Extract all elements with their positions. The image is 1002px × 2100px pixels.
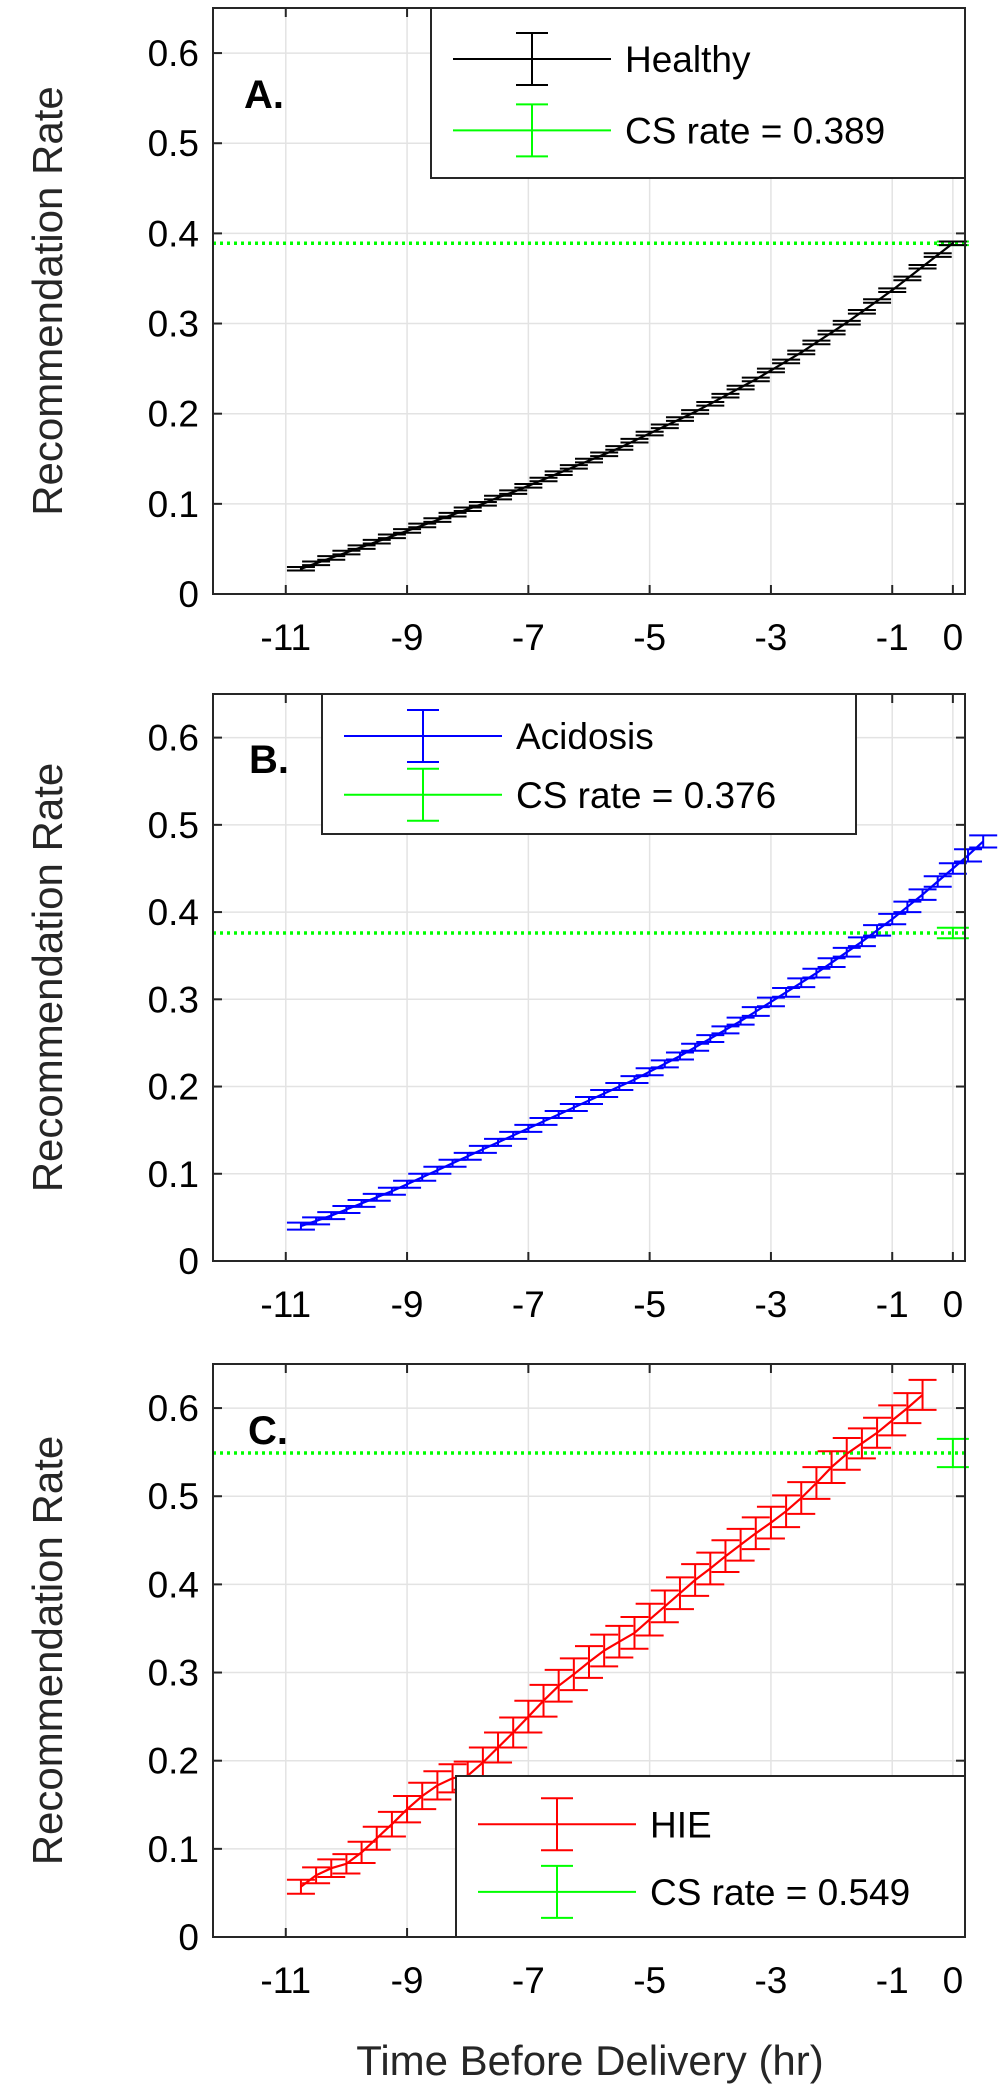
series-line-healthy <box>300 242 954 570</box>
y-tick-label: 0.1 <box>148 1829 199 1870</box>
x-tick-label: -11 <box>260 617 311 658</box>
y-tick-label: 0.2 <box>148 1741 199 1782</box>
x-tick-label: -1 <box>876 617 909 658</box>
y-tick-label: 0.6 <box>148 718 199 759</box>
y-tick-label: 0 <box>178 574 199 615</box>
legend-box <box>430 7 966 179</box>
y-axis-label: Recommendation Rate <box>24 763 71 1193</box>
y-axis-label: Recommendation Rate <box>24 1436 71 1866</box>
series-line-acidosis <box>300 840 984 1228</box>
y-tick-label: 0.3 <box>148 304 199 345</box>
y-tick-label: 0.5 <box>148 805 199 846</box>
panel-letter: A. <box>244 73 284 117</box>
y-tick-label: 0.3 <box>148 1653 199 1694</box>
x-axis-label: Time Before Delivery (hr) <box>356 2037 824 2084</box>
x-tick-label: -3 <box>754 617 787 658</box>
x-tick-label: -1 <box>876 1284 909 1325</box>
y-tick-label: 0.2 <box>148 394 199 435</box>
panels: -11 -9 -7 -5 -3 -1 0 0 0.1 0.2 0.3 0.4 0.5 0.6 Recomme… <box>24 7 998 2001</box>
legend-label: CS rate = 0.376 <box>516 775 776 816</box>
x-tick-label: -5 <box>633 617 666 658</box>
x-tick-label: -7 <box>512 1284 545 1325</box>
y-tick-label: 0.6 <box>148 1388 199 1429</box>
x-tick-label: -5 <box>633 1960 666 2001</box>
x-tick-label: -7 <box>512 617 545 658</box>
y-tick-label: 0.5 <box>148 123 199 164</box>
legend: HIE CS rate = 0.549 <box>455 1775 966 1938</box>
y-tick-label: 0.1 <box>148 484 199 525</box>
y-tick-label: 0 <box>178 1917 199 1958</box>
x-tick-label: -3 <box>754 1960 787 2001</box>
x-tick-label: 0 <box>943 1284 964 1325</box>
x-tick-label: -9 <box>391 1284 424 1325</box>
legend: Healthy CS rate = 0.389 <box>430 7 966 179</box>
x-tick-label: -11 <box>260 1960 311 2001</box>
y-tick-label: 0.4 <box>148 892 199 933</box>
y-tick-label: 0.2 <box>148 1067 199 1108</box>
y-tick-label: 0.4 <box>148 213 199 254</box>
y-tick-label: 0 <box>178 1241 199 1282</box>
x-tick-label: -9 <box>391 1960 424 2001</box>
legend-label: CS rate = 0.389 <box>625 110 885 151</box>
y-tick-label: 0.3 <box>148 979 199 1020</box>
x-tick-label: -3 <box>754 1284 787 1325</box>
legend-label: Healthy <box>625 39 751 80</box>
x-tick-label: -11 <box>260 1284 311 1325</box>
y-tick-label: 0.4 <box>148 1564 199 1605</box>
y-tick-label: 0.6 <box>148 33 199 74</box>
chart-panel-2: -11 -9 -7 -5 -3 -1 0 0 0.1 0.2 0.3 0.4 0.5 0.6 Recomme… <box>24 693 998 1325</box>
legend: Acidosis CS rate = 0.376 <box>321 693 857 835</box>
panel-letter: B. <box>249 738 289 782</box>
legend-label: CS rate = 0.549 <box>650 1872 910 1913</box>
x-tick-label: -9 <box>391 617 424 658</box>
legend-label: HIE <box>650 1804 712 1845</box>
x-tick-label: -5 <box>633 1284 666 1325</box>
legend-box <box>321 693 857 835</box>
chart-panel-3: -11 -9 -7 -5 -3 -1 0 0 0.1 0.2 0.3 0.4 0.5 0.6 Recomme… <box>24 1363 969 2001</box>
legend-label: Acidosis <box>516 716 654 757</box>
y-tick-label: 0.1 <box>148 1154 199 1195</box>
x-tick-label: 0 <box>943 617 964 658</box>
panel-letter: C. <box>248 1409 288 1453</box>
x-tick-label: -1 <box>876 1960 909 2001</box>
x-tick-label: -7 <box>512 1960 545 2001</box>
y-tick-label: 0.5 <box>148 1476 199 1517</box>
chart-panel-1: -11 -9 -7 -5 -3 -1 0 0 0.1 0.2 0.3 0.4 0.5 0.6 Recomme… <box>24 7 969 658</box>
y-axis-label: Recommendation Rate <box>24 86 71 516</box>
legend-box <box>455 1775 966 1938</box>
x-tick-label: 0 <box>943 1960 964 2001</box>
